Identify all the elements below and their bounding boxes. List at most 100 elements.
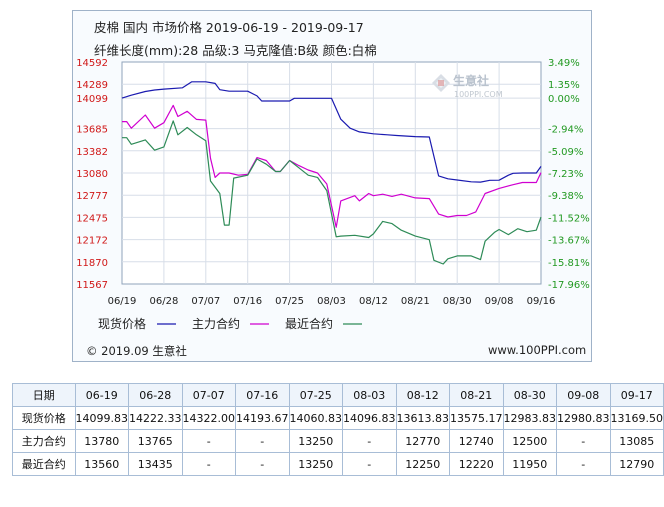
watermark-site: 100PPI.COM — [454, 90, 503, 99]
price-table: 日期 06-19 06-28 07-07 07-16 07-25 08-03 08-12 08-… — [12, 383, 664, 476]
table-row: 最近合约 13560 13435- -13250-12250 12220 11950-12… — [12, 452, 664, 476]
legend-label-near: 最近合约 — [285, 316, 333, 331]
x-tick-label: 07/16 — [233, 296, 262, 307]
table-value-cell: - — [235, 452, 290, 476]
table-value-cell: 12220 — [449, 452, 504, 476]
table-date-cell: 08-21 — [449, 383, 504, 407]
table-row: 主力合约 13780 13765- -13250-12770 12740 12500-13… — [12, 429, 664, 453]
legend-label-main: 主力合约 — [192, 316, 240, 331]
table-date-cell: 08-30 — [502, 383, 557, 407]
x-tick-label: 06/19 — [108, 296, 137, 307]
left-tick-label: 11870 — [76, 258, 108, 269]
table-date-cell: 07-25 — [288, 383, 343, 407]
table-value-cell: 14096.83 — [342, 406, 397, 430]
right-tick-label: 1.35% — [548, 80, 580, 91]
x-tick-label: 09/08 — [485, 296, 514, 307]
x-axis: 06/19 06/28 07/07 07/16 07/25 08/03 08/12 08/21… — [108, 296, 556, 307]
table-value-cell: 13250 — [288, 452, 343, 476]
right-tick-label: -2.94% — [548, 125, 583, 136]
table-value-cell: - — [235, 429, 290, 453]
right-tick-label: 0.00% — [548, 94, 580, 105]
x-tick-label: 08/03 — [317, 296, 346, 307]
table-value-cell: 13435 — [128, 452, 183, 476]
legend-label-spot: 现货价格 — [98, 316, 146, 331]
right-tick-label: -9.38% — [548, 191, 583, 202]
table-value-cell: 13575.17 — [449, 406, 504, 430]
series-line-main — [122, 104, 542, 228]
table-value-cell: 12740 — [449, 429, 504, 453]
table-value-cell: 11950 — [502, 452, 557, 476]
table-date-cell: 07-16 — [235, 383, 290, 407]
right-axis: 3.49% 1.35% 0.00% -2.94% -5.09% -7.23% -9.38% -… — [548, 58, 590, 291]
series-lines — [121, 81, 542, 265]
table-value-cell: 14193.67 — [235, 406, 290, 430]
table-row-label: 现货价格 — [12, 406, 76, 430]
table-date-cell: 06-28 — [128, 383, 183, 407]
right-tick-label: -13.67% — [548, 236, 590, 247]
legend: 现货价格 主力合约 最近合约 — [98, 316, 362, 331]
x-tick-label: 08/30 — [443, 296, 472, 307]
table-date-cell: 08-03 — [342, 383, 397, 407]
x-tick-label: 09/16 — [527, 296, 556, 307]
chart-svg: 生意社 100PPI.COM 14592 14289 14099 13685 13382… — [76, 58, 590, 331]
table-value-cell: 14322.00 — [181, 406, 236, 430]
copyright-text: © 2019.09 生意社 — [86, 344, 187, 358]
table-value-cell: 13560 — [74, 452, 129, 476]
watermark-logo-icon — [432, 74, 450, 92]
table-value-cell: 13613.83 — [395, 406, 450, 430]
x-tick-label: 08/21 — [401, 296, 430, 307]
table-value-cell: - — [342, 429, 397, 453]
table-row-label: 最近合约 — [12, 452, 76, 476]
left-axis: 14592 14289 14099 13685 13382 13080 12777 12475… — [76, 58, 108, 291]
table-row: 现货价格 14099.83 14222.33 14322.00 14193.67 1406… — [12, 406, 664, 430]
left-tick-label: 12475 — [76, 213, 108, 224]
left-tick-label: 11567 — [76, 280, 108, 291]
right-tick-label: 3.49% — [548, 58, 580, 69]
x-tick-label: 07/07 — [191, 296, 220, 307]
left-tick-label: 13080 — [76, 169, 108, 180]
table-date-cell: 06-19 — [74, 383, 129, 407]
table-value-cell: 12770 — [395, 429, 450, 453]
watermark-brand: 生意社 — [453, 73, 489, 88]
site-url: www.100PPI.com — [488, 343, 587, 357]
left-tick-label: 12172 — [76, 236, 108, 247]
left-tick-label: 13382 — [76, 147, 108, 158]
left-tick-label: 14099 — [76, 94, 108, 105]
left-tick-label: 14289 — [76, 80, 108, 91]
table-date-cell: 08-12 — [395, 383, 450, 407]
right-tick-label: -11.52% — [548, 213, 590, 224]
table-value-cell: 12500 — [502, 429, 557, 453]
right-tick-label: -15.81% — [548, 258, 590, 269]
series-line-spot — [121, 81, 542, 183]
table-date-cell: 09-08 — [556, 383, 611, 407]
table-value-cell: 13250 — [288, 429, 343, 453]
table-value-cell: 14060.83 — [288, 406, 343, 430]
table-value-cell: - — [342, 452, 397, 476]
x-tick-label: 07/25 — [275, 296, 304, 307]
right-tick-label: -5.09% — [548, 147, 583, 158]
right-tick-label: -17.96% — [548, 280, 590, 291]
table-value-cell: 13765 — [128, 429, 183, 453]
table-value-cell: 12980.83 — [556, 406, 611, 430]
table-header-row: 日期 06-19 06-28 07-07 07-16 07-25 08-03 08-12 08-… — [12, 383, 664, 407]
watermark: 生意社 100PPI.COM — [432, 73, 503, 99]
x-tick-label: 06/28 — [149, 296, 178, 307]
table-value-cell: 12983.83 — [502, 406, 557, 430]
table-value-cell: - — [181, 429, 236, 453]
x-tick-label: 08/12 — [359, 296, 388, 307]
left-tick-label: 12777 — [76, 191, 108, 202]
table-date-cell: 09-17 — [609, 383, 664, 407]
series-line-near — [122, 120, 542, 265]
table-value-cell: 14099.83 — [74, 406, 129, 430]
table-value-cell: 14222.33 — [128, 406, 183, 430]
table-value-cell: 12250 — [395, 452, 450, 476]
table-corner-cell: 日期 — [12, 383, 76, 407]
table-value-cell: - — [181, 452, 236, 476]
left-tick-label: 13685 — [76, 125, 108, 136]
table-value-cell: 13169.50 — [609, 406, 664, 430]
table-value-cell: 12790 — [609, 452, 664, 476]
left-tick-label: 14592 — [76, 58, 108, 69]
table-value-cell: - — [556, 429, 611, 453]
table-row-label: 主力合约 — [12, 429, 76, 453]
right-tick-label: -7.23% — [548, 169, 583, 180]
